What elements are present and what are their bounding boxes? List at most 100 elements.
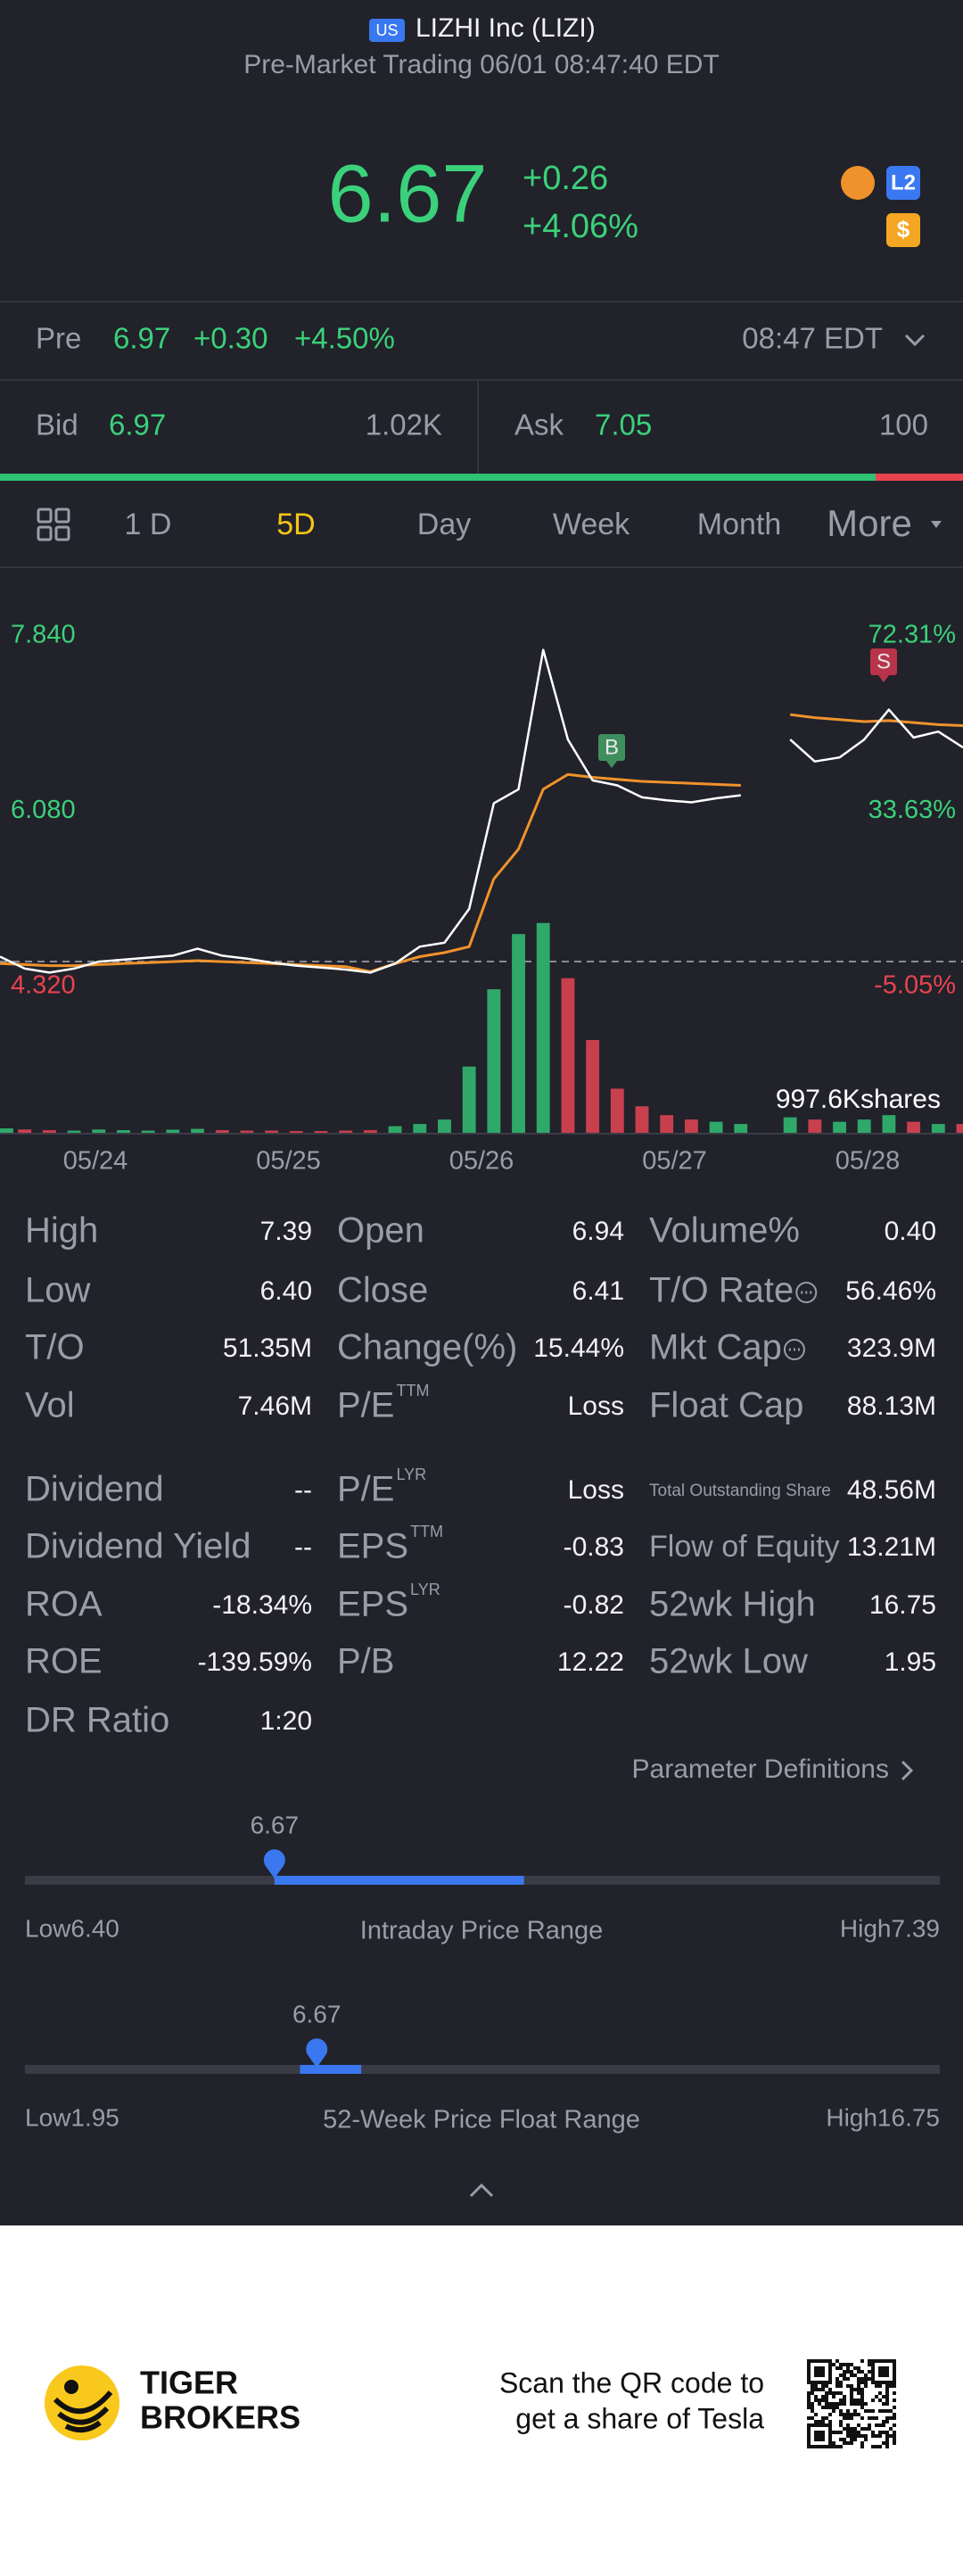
stat-value: 6.40 [260,1276,312,1306]
stat-value: 88.13M [847,1391,936,1421]
qr-cell [893,2384,896,2388]
qr-cell [850,2391,853,2395]
qr-cell [889,2434,893,2438]
qr-cell [832,2363,835,2366]
qr-cell [857,2381,860,2384]
volume-bar [907,1121,921,1133]
qr-cell [878,2445,882,2448]
qr-cell [846,2434,850,2438]
qr-cell [885,2416,889,2420]
qr-cell [864,2384,868,2388]
qr-cell [864,2427,868,2431]
volume-max-label: 997.6Kshares [776,1085,941,1114]
qr-cell [850,2374,853,2377]
range-high-label: High16.75 [826,2103,940,2131]
qr-cell [843,2395,846,2398]
qr-cell [814,2388,818,2391]
chevron-down[interactable] [904,334,926,347]
qr-cell [885,2402,889,2406]
x-tick-label: 05/28 [835,1147,901,1176]
qr-cell [818,2402,821,2406]
qr-cell [868,2416,871,2420]
qr-cell [860,2427,864,2431]
stat-value: 6.94 [572,1217,624,1246]
qr-cell [846,2366,850,2370]
qr-cell [843,2413,846,2416]
qr-cell [843,2370,846,2374]
qr-cell [821,2420,825,2423]
qr-cell [811,2388,814,2391]
volume-bar [931,1124,945,1133]
qr-cell [818,2388,821,2391]
qr-cell [857,2402,860,2406]
stat-label: Float Cap [649,1386,803,1425]
qr-cell [839,2445,843,2448]
volume-bar [438,1119,451,1133]
qr-cell [835,2359,839,2363]
qr-cell [811,2384,814,2388]
qr-cell [828,2406,832,2409]
bid-size: 1.02K [366,409,442,442]
param-link[interactable]: Parameter Definitions [632,1754,889,1784]
qr-cell [860,2370,864,2374]
qr-cell [882,2441,885,2445]
badge-dollar: $ [897,216,910,243]
grid-icon[interactable] [37,508,70,541]
tab[interactable]: More [827,502,912,544]
qr-cell [843,2438,846,2441]
qr-cell [843,2377,846,2381]
qr-cell [868,2427,871,2431]
qr-cell [832,2402,835,2406]
qr-cell [814,2413,818,2416]
qr-code [807,2359,896,2448]
stat-label: Dividend [25,1470,164,1509]
tab[interactable]: Week [553,508,630,541]
volume-bar [783,1117,797,1133]
qr-cell [857,2431,860,2434]
y2-tick-label: 72.31% [868,621,956,649]
qr-cell [825,2398,828,2402]
brand-line: BROKERS [140,2399,300,2436]
qr-cell [893,2398,896,2402]
tab[interactable]: Month [697,508,782,541]
qr-cell [893,2423,896,2427]
qr-cell [853,2366,857,2370]
stat-label: T/O Rate [649,1271,794,1310]
qr-cell [893,2434,896,2438]
volume-bar [808,1119,822,1133]
qr-cell [853,2388,857,2391]
qr-cell [871,2416,875,2420]
qr-cell [835,2377,839,2381]
tab[interactable]: 1 D [125,508,172,541]
qr-cell [828,2402,832,2406]
qr-cell [860,2416,864,2420]
qr-cell [878,2409,882,2413]
qr-cell [850,2370,853,2374]
qr-cell [860,2388,864,2391]
badge-icon [886,166,920,200]
chevron-right[interactable] [901,1760,914,1781]
x-tick-label: 05/25 [256,1147,321,1176]
qr-cell [860,2377,864,2381]
qr-cell [893,2413,896,2416]
tab[interactable]: 5D [276,508,315,541]
stat-value: 15.44% [533,1333,624,1363]
bid-ratio-bar [0,474,876,481]
qr-cell [885,2420,889,2423]
volume-bar [709,1121,723,1133]
promo-line: Scan the QR code to [499,2366,764,2398]
brand-line: TIGER [140,2365,238,2401]
qr-cell [850,2398,853,2402]
range-low-label: Low6.40 [25,1914,119,1942]
stat-label: Close [337,1271,428,1310]
stat-value: 16.75 [869,1590,936,1620]
qr-cell [850,2431,853,2434]
tab[interactable]: Day [417,508,471,541]
pre-time: 08:47 EDT [742,322,883,355]
collapse-chevron[interactable] [469,2183,494,2198]
qr-cell [885,2388,889,2391]
qr-cell [853,2374,857,2377]
volume-bar [117,1130,130,1133]
qr-cell [857,2434,860,2438]
